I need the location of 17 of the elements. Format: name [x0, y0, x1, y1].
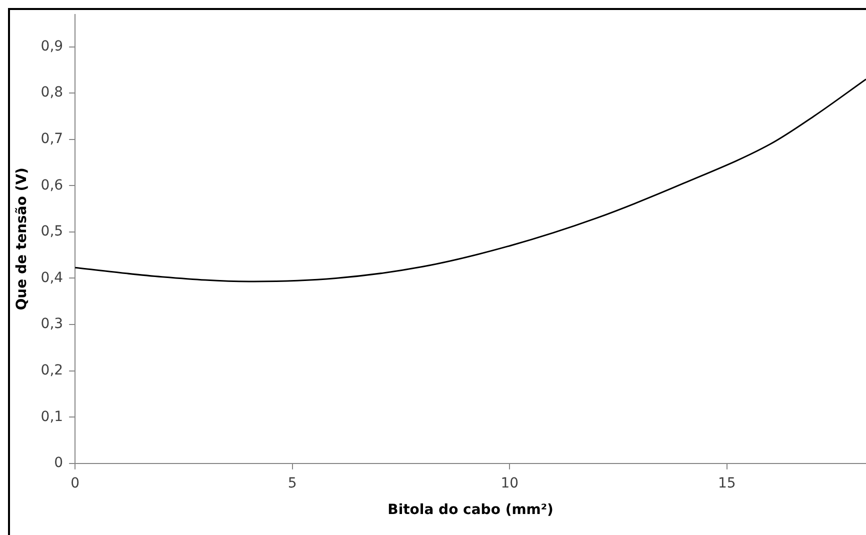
y-tick-label: 0,2	[40, 362, 64, 378]
y-tick-label: 0,6	[40, 177, 64, 194]
y-tick-label: 0	[54, 455, 64, 472]
y-tick-label: 0,4	[40, 270, 64, 286]
y-tick-label: 0,3	[40, 316, 64, 332]
x-tick-label: 15	[718, 475, 736, 492]
y-tick-label: 0,8	[40, 84, 64, 101]
y-axis-title: Que de tensão (V)	[14, 168, 30, 310]
y-tick-label: 0,5	[40, 224, 64, 240]
y-tick-label: 0,1	[40, 408, 64, 425]
y-tick-label: 0,7	[40, 131, 64, 148]
x-tick-label: 5	[288, 475, 297, 492]
x-axis-title: Bitola do cabo (mm²)	[388, 502, 554, 518]
y-tick-label: 0,9	[40, 38, 64, 54]
x-tick-label: 10	[500, 475, 519, 492]
x-tick-label: 0	[70, 475, 80, 492]
line-series	[75, 78, 866, 282]
